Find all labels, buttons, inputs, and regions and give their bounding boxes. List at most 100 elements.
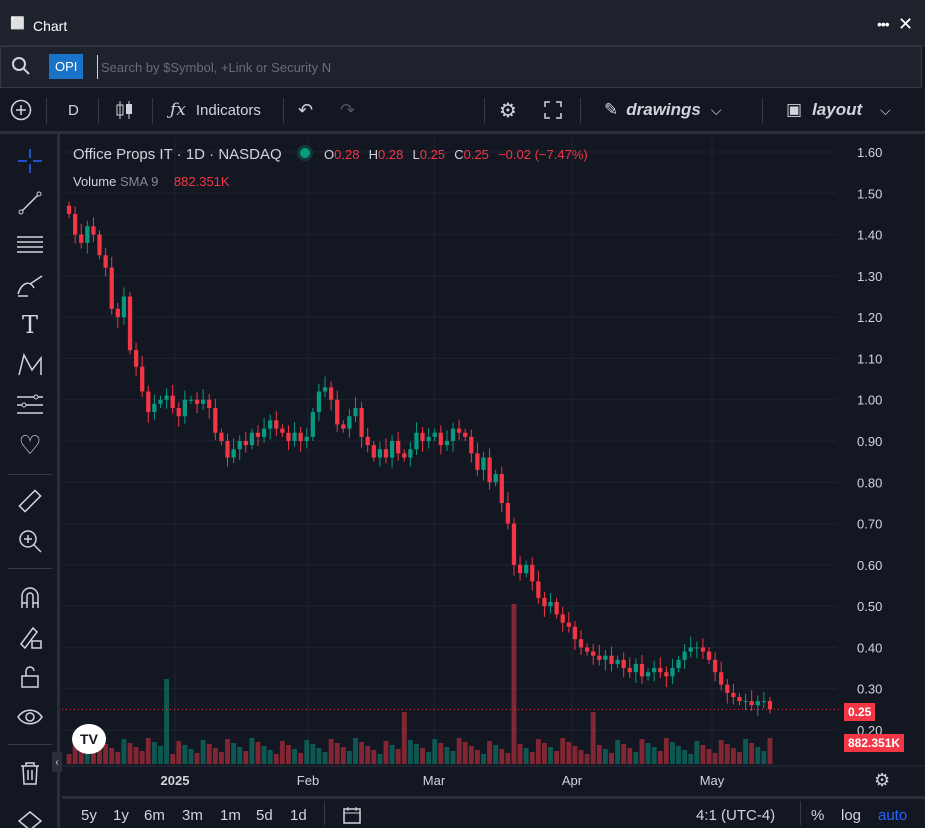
magnet-icon[interactable] xyxy=(13,580,47,614)
lock-pencil-icon[interactable] xyxy=(13,620,47,654)
volume-bar xyxy=(578,750,584,764)
collapse-sidebar-icon[interactable]: ‹ xyxy=(52,752,62,772)
crosshair-icon[interactable] xyxy=(13,144,47,178)
volume-bar xyxy=(493,745,499,764)
chevron-down-icon: ⌵ xyxy=(880,101,891,118)
fullscreen-icon[interactable] xyxy=(543,88,563,132)
timezone-ratio[interactable]: 4:1 (UTC-4) xyxy=(696,807,776,824)
add-symbol-button[interactable] xyxy=(10,88,32,132)
log-toggle[interactable]: log xyxy=(841,807,862,824)
low-label: L xyxy=(412,147,420,162)
range-1d[interactable]: 1d xyxy=(290,807,307,824)
y-tick-label: 0.60 xyxy=(857,558,882,573)
volume-bar xyxy=(328,739,334,764)
more-options-icon[interactable]: ••• xyxy=(877,16,890,32)
volume-bar xyxy=(243,751,249,764)
chevron-down-icon: ⌵ xyxy=(710,101,722,118)
eye-icon[interactable] xyxy=(13,700,47,734)
zoom-in-icon[interactable] xyxy=(13,524,47,558)
candle-body xyxy=(664,672,669,677)
volume-bar xyxy=(139,751,145,764)
candle-body xyxy=(548,602,553,607)
chart-window-icon: ⬜ xyxy=(10,16,25,30)
indicators-button[interactable]: ƒx Indicators xyxy=(170,88,261,132)
candle-body xyxy=(493,474,498,483)
pattern-icon[interactable] xyxy=(13,348,47,382)
trend-line-icon[interactable] xyxy=(13,186,47,220)
volume-bar xyxy=(145,738,151,764)
candle-body xyxy=(755,701,760,706)
search-input[interactable] xyxy=(97,55,697,79)
ruler-icon[interactable] xyxy=(13,484,47,518)
range-6m[interactable]: 6m xyxy=(144,807,165,824)
candle-body xyxy=(658,668,663,673)
candle-body xyxy=(731,692,736,697)
candle-body xyxy=(725,684,730,693)
volume-bar xyxy=(560,738,566,764)
volume-bar xyxy=(499,749,505,764)
fib-levels-icon[interactable] xyxy=(13,227,47,261)
volume-bar xyxy=(353,738,358,764)
brush-icon[interactable] xyxy=(13,268,47,302)
candle-body xyxy=(475,453,480,470)
candle-body xyxy=(572,626,578,640)
axis-settings-icon[interactable]: ⚙ xyxy=(874,770,890,790)
drawing-tools-sidebar: T ♡ xyxy=(0,134,60,828)
volume-bar xyxy=(542,743,547,764)
candle-body xyxy=(554,602,559,615)
unlock-icon[interactable] xyxy=(13,660,47,694)
layers-icon[interactable] xyxy=(13,804,47,828)
candle-body xyxy=(682,651,687,660)
volume-bar xyxy=(237,747,243,764)
volume-bar xyxy=(688,754,694,764)
redo-icon[interactable]: ↷ xyxy=(340,99,356,120)
volume-bar xyxy=(615,740,621,764)
volume-bar xyxy=(706,749,712,764)
candle-body xyxy=(353,407,358,417)
volume-bar xyxy=(97,740,102,764)
candle-body xyxy=(121,296,127,318)
range-1m[interactable]: 1m xyxy=(220,807,241,824)
undo-icon[interactable]: ↶ xyxy=(298,99,314,120)
y-tick-label: 1.40 xyxy=(857,228,882,243)
date-range-icon[interactable] xyxy=(342,805,362,828)
interval-button[interactable]: D xyxy=(68,101,79,119)
percent-toggle[interactable]: % xyxy=(811,807,825,824)
search-icon[interactable] xyxy=(11,56,31,76)
close-icon[interactable]: ✕ xyxy=(898,14,914,34)
layout-button[interactable]: ▣ layout ⌵ xyxy=(786,88,891,132)
volume-bar xyxy=(572,746,578,764)
range-1y[interactable]: 1y xyxy=(113,807,129,824)
y-tick-label: 0.80 xyxy=(857,475,882,490)
symbol-chip[interactable]: OPI xyxy=(49,54,84,79)
projection-icon[interactable] xyxy=(13,388,47,422)
volume-bar xyxy=(590,712,596,764)
candle-body xyxy=(712,659,718,673)
range-5y[interactable]: 5y xyxy=(81,807,97,824)
chart-type-button[interactable] xyxy=(116,88,134,132)
price-chart[interactable]: 1.60 1.50 1.40 1.30 1.20 1.10 1.00 0.90 0.80 0.70… xyxy=(62,136,925,796)
volume-bar xyxy=(310,744,316,764)
candle-body xyxy=(85,226,90,243)
candle-body xyxy=(456,428,462,433)
text-tool-icon[interactable]: T xyxy=(21,311,38,339)
candle-body xyxy=(255,432,261,437)
drawings-button[interactable]: ✎ drawings ⌵ xyxy=(604,88,722,132)
indicators-label: Indicators xyxy=(195,101,261,119)
trash-icon[interactable] xyxy=(13,756,47,790)
candle-body xyxy=(408,449,413,458)
volume-bar xyxy=(267,750,273,764)
candle-body xyxy=(182,399,187,417)
volume-bar xyxy=(432,739,438,764)
range-5d[interactable]: 5d xyxy=(256,807,273,824)
last-price-badge: 0.25 xyxy=(844,703,876,721)
candle-body xyxy=(377,449,383,458)
range-3m[interactable]: 3m xyxy=(182,807,203,824)
volume-bar xyxy=(767,738,773,764)
auto-toggle[interactable]: auto xyxy=(878,807,908,824)
volume-bar xyxy=(194,753,200,764)
candle-body xyxy=(749,701,754,706)
heart-icon[interactable]: ♡ xyxy=(18,429,42,460)
volume-bar xyxy=(438,743,444,764)
settings-gear-icon[interactable]: ⚙ xyxy=(499,99,517,122)
